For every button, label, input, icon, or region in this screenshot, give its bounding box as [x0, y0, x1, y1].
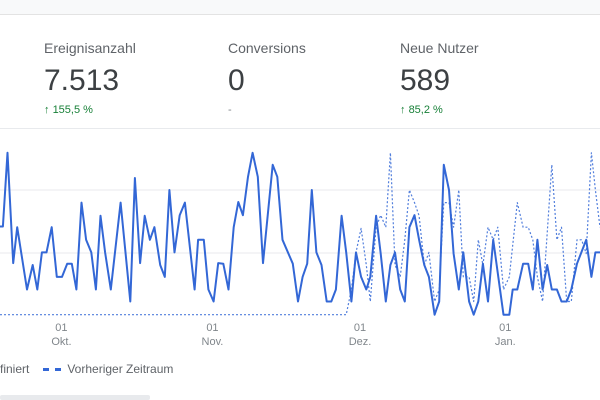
metric-label: Conversions	[228, 40, 306, 56]
metric-delta-value: 155,5 %	[52, 104, 93, 116]
metric-delta-value: 85,2 %	[408, 104, 443, 116]
arrow-up-icon: ↑	[44, 104, 50, 116]
x-tick-month: Nov.	[202, 336, 224, 348]
x-tick-day: 01	[206, 322, 218, 334]
chart-legend: finiert Vorheriger Zeitraum	[0, 362, 173, 376]
arrow-up-icon: ↑	[400, 104, 406, 116]
x-tick-day: 01	[55, 322, 67, 334]
metric-new-users[interactable]: Neue Nutzer 589 ↑ 85,2 %	[400, 40, 479, 116]
current-period-line	[0, 151, 600, 316]
legend-previous-label: Vorheriger Zeitraum	[67, 362, 174, 376]
x-tick-day: 01	[499, 322, 511, 334]
previous-period-line	[0, 152, 600, 316]
divider	[0, 128, 600, 129]
metric-delta: -	[228, 104, 232, 116]
scrollbar[interactable]	[0, 395, 150, 400]
metric-label: Neue Nutzer	[400, 40, 479, 56]
metric-delta: ↑ 85,2 %	[400, 104, 479, 116]
top-bar	[0, 0, 600, 15]
metric-value: 7.513	[44, 64, 120, 97]
x-tick-day: 01	[354, 322, 366, 334]
line-chart[interactable]: 01 Okt. 01 Nov. 01 Dez. 01 Jan.	[0, 140, 600, 355]
metric-value: 0	[228, 64, 245, 97]
x-tick-month: Jan.	[495, 336, 516, 348]
x-tick-month: Okt.	[51, 336, 71, 348]
x-tick-month: Dez.	[349, 336, 372, 348]
metric-label: Ereignisanzahl	[44, 40, 136, 56]
metric-conversions[interactable]: Conversions 0 -	[228, 40, 306, 116]
dashed-line-icon	[43, 367, 62, 371]
metric-value: 589	[400, 64, 451, 97]
legend-current-label: finiert	[0, 362, 30, 376]
metric-delta: ↑ 155,5 %	[44, 104, 136, 116]
metric-event-count[interactable]: Ereignisanzahl 7.513 ↑ 155,5 %	[44, 40, 136, 116]
